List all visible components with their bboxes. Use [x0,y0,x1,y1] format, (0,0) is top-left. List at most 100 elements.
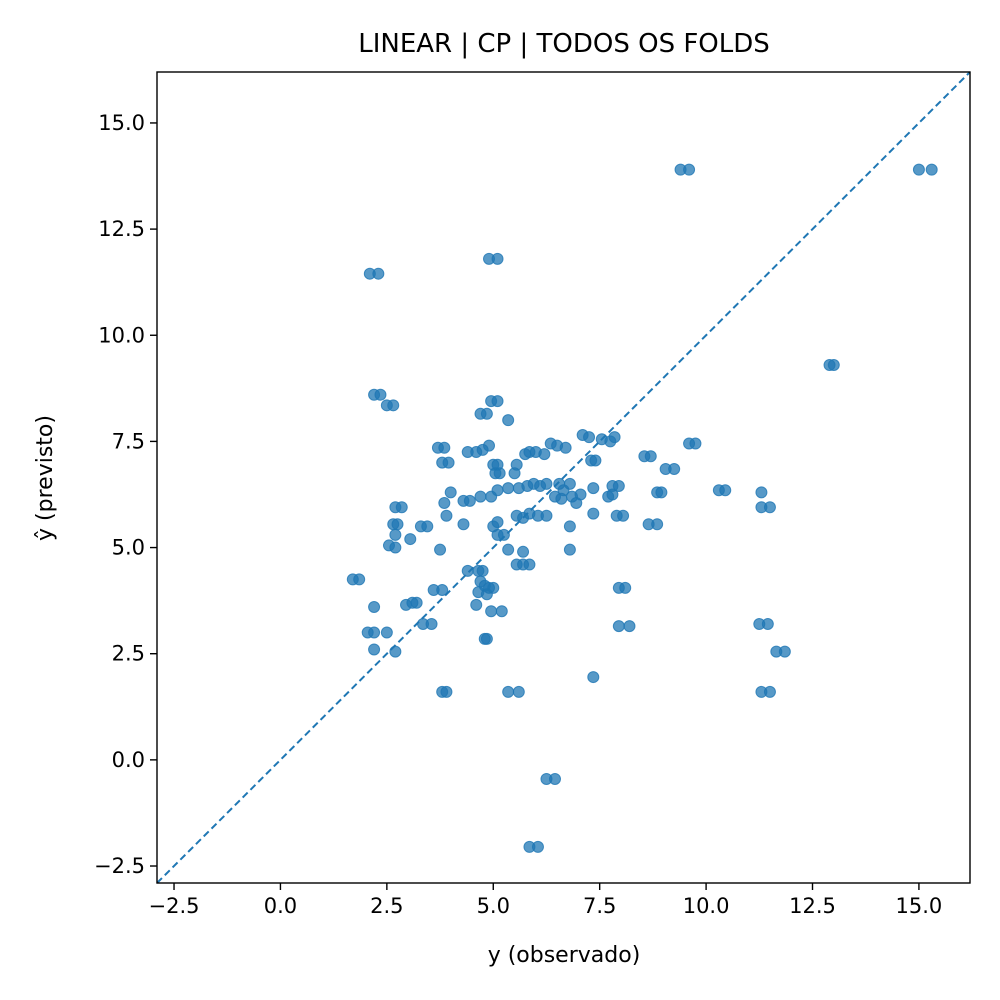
points-layer [346,163,938,853]
scatter-point [368,601,381,614]
identity-reference-line [156,71,971,884]
scatter-point [531,840,544,853]
scatter-point [442,456,455,469]
y-tick-label: 5.0 [112,536,145,560]
scatter-point [587,482,600,495]
reference-line-layer [156,71,971,884]
scatter-point [491,484,504,497]
scatter-point [495,605,508,618]
scatter-point [668,463,681,476]
y-axis-ticks: −2.5 0.0 2.5 5.0 7.5 10.0 12.5 15.0 [94,111,157,878]
scatter-point [440,509,453,522]
scatter-point [827,358,840,371]
scatter-point [538,448,551,461]
scatter-point [387,399,400,412]
scatter-point [555,492,568,505]
scatter-point [570,496,583,509]
y-tick-label: 15.0 [98,111,145,135]
scatter-point [395,501,408,514]
scatter-point [612,620,625,633]
y-tick-label: 0.0 [112,748,145,772]
scatter-point [436,584,449,597]
scatter-point [502,414,515,427]
scatter-point [493,467,506,480]
y-tick-label: 7.5 [112,429,145,453]
scatter-point [410,596,423,609]
scatter-point [485,605,498,618]
scatter-point [655,486,668,499]
scatter-point [374,388,387,401]
scatter-point [763,501,776,514]
scatter-point [425,617,438,630]
scatter-point [563,520,576,533]
y-axis-label: ŷ (previsto) [33,415,58,541]
scatter-point [912,163,925,176]
scatter-point [548,772,561,785]
x-tick-label: 10.0 [683,894,730,918]
scatter-point [389,541,402,554]
scatter-point [502,685,515,698]
scatter-point [461,564,474,577]
y-tick-label: −2.5 [94,854,145,878]
scatter-point [440,685,453,698]
scatter-point [372,267,385,280]
scatter-point [540,509,553,522]
scatter-point [778,645,791,658]
scatter-point [644,450,657,463]
scatter-point [563,477,576,490]
scatter-point [368,643,381,656]
x-axis-ticks: −2.5 0.0 2.5 5.0 7.5 10.0 12.5 15.0 [149,883,942,918]
y-tick-label: 12.5 [98,217,145,241]
scatter-point [617,509,630,522]
scatter-point [763,685,776,698]
scatter-point [925,163,938,176]
scatter-point [421,520,434,533]
scatter-point [353,573,366,586]
scatter-point [480,632,493,645]
y-tick-label: 10.0 [98,323,145,347]
scatter-point [508,467,521,480]
x-axis-label: y (observado) [488,943,641,968]
scatter-point [540,477,553,490]
scatter-point [474,490,487,503]
scatter-point [491,395,504,408]
x-tick-label: 0.0 [264,894,297,918]
scatter-point [517,545,530,558]
scatter-point [438,441,451,454]
scatter-point [589,454,602,467]
x-tick-label: 12.5 [789,894,836,918]
scatter-point [470,598,483,611]
scatter-point [612,479,625,492]
scatter-point [476,564,489,577]
x-tick-label: −2.5 [149,894,200,918]
scatter-point [491,252,504,265]
x-tick-label: 5.0 [477,894,510,918]
y-tick-label: 2.5 [112,642,145,666]
scatter-point [502,482,515,495]
scatter-point [623,620,636,633]
scatter-point [491,516,504,529]
scatter-point [608,431,621,444]
scatter-point [587,507,600,520]
scatter-point [719,484,732,497]
plot-frame [156,71,971,884]
scatter-point [755,486,768,499]
scatter-point [391,518,404,531]
x-tick-label: 2.5 [370,894,403,918]
scatter-point [434,543,447,556]
scatter-point [389,645,402,658]
scatter-point [480,588,493,601]
scatter-point [619,581,632,594]
scatter-point [380,626,393,639]
scatter-point [559,441,572,454]
x-tick-label: 7.5 [583,894,616,918]
scatter-point [480,407,493,420]
scatter-point [457,518,470,531]
scatter-point [523,558,536,571]
scatter-point [761,617,774,630]
scatter-point [563,543,576,556]
scatter-point [583,431,596,444]
scatter-point [497,528,510,541]
scatter-point [444,486,457,499]
